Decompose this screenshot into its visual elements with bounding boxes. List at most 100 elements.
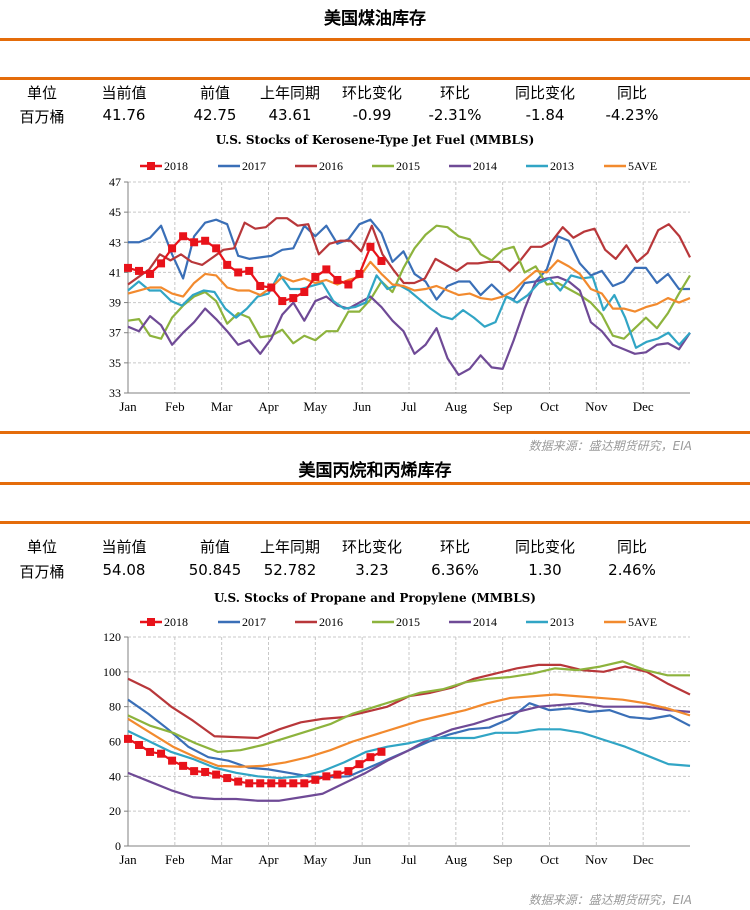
data-point-2018 <box>300 779 309 788</box>
x-tick-label: Dec <box>633 852 654 867</box>
series-line-2015 <box>127 224 691 345</box>
header-cell: 前值 <box>199 84 230 102</box>
legend-label-2016: 2016 <box>319 159 343 173</box>
data-point-2018 <box>344 280 353 289</box>
data-point-2018 <box>234 268 243 277</box>
data-point-2018 <box>289 294 298 303</box>
legend-label-2016: 2016 <box>319 615 343 629</box>
x-tick-label: Jul <box>401 852 417 867</box>
value-cell: -2.31% <box>428 106 482 124</box>
data-point-2018 <box>135 266 144 275</box>
x-tick-label: Feb <box>165 852 185 867</box>
x-tick-label: Sep <box>493 399 513 414</box>
x-tick-label: Jun <box>353 399 372 414</box>
value-cell: 百万桶 <box>19 108 65 126</box>
data-point-2018 <box>146 269 155 278</box>
header-cell: 环比变化 <box>341 538 402 556</box>
data-point-2018 <box>355 269 364 278</box>
value-cell: 41.76 <box>102 106 146 124</box>
x-tick-label: Jun <box>353 852 372 867</box>
data-point-2018 <box>333 275 342 284</box>
header-cell: 上年同期 <box>259 84 320 102</box>
y-tick-label: 40 <box>109 769 121 783</box>
data-point-2018 <box>245 266 254 275</box>
value-cell: 52.782 <box>263 561 317 579</box>
data-point-2018 <box>377 747 386 756</box>
y-tick-label: 45 <box>109 205 121 219</box>
value-cell: 1.30 <box>528 561 562 579</box>
legend-label-5AVE: 5AVE <box>628 615 657 629</box>
divider <box>0 431 750 434</box>
x-tick-label: Oct <box>540 852 559 867</box>
header-cell: 环比变化 <box>341 84 402 102</box>
source-note: 数据来源：盛达期货研究，EIA <box>528 893 692 907</box>
x-tick-label: Jan <box>119 399 137 414</box>
header-cell: 环比 <box>439 538 470 556</box>
data-point-2018 <box>366 753 375 762</box>
series-line-2014 <box>127 702 691 802</box>
x-tick-label: Apr <box>258 852 279 867</box>
x-tick-label: Mar <box>211 852 233 867</box>
data-point-2018 <box>190 767 199 776</box>
header-cell: 上年同期 <box>259 538 320 556</box>
series-line-2017 <box>128 218 690 301</box>
legend-label-2014: 2014 <box>473 159 497 173</box>
value-cell: 3.23 <box>355 561 389 579</box>
data-point-2018 <box>124 734 132 743</box>
header-cell: 前值 <box>199 538 230 556</box>
header-cell: 环比 <box>439 84 470 102</box>
legend-label-2018: 2018 <box>164 615 188 629</box>
stats-value-row-kerosene: 百万桶 41.76 42.75 43.61 -0.99 -2.31% -1.84… <box>0 106 750 128</box>
x-tick-label: Apr <box>258 399 279 414</box>
y-tick-label: 43 <box>109 235 121 249</box>
x-tick-label: Jan <box>119 852 137 867</box>
stats-value-row-propane: 百万桶 54.08 50.845 52.782 3.23 6.36% 1.30 … <box>0 561 750 583</box>
data-point-2018 <box>245 779 254 788</box>
series-line-5AVE <box>127 259 691 313</box>
data-point-2018 <box>267 779 276 788</box>
divider <box>0 482 750 485</box>
legend-label-2015: 2015 <box>396 159 420 173</box>
legend-label-2013: 2013 <box>550 615 574 629</box>
value-cell: -0.99 <box>352 106 392 124</box>
header-cell: 单位 <box>26 538 57 556</box>
legend-label-2018: 2018 <box>164 159 188 173</box>
data-point-2018 <box>289 779 298 788</box>
y-tick-label: 20 <box>109 804 121 818</box>
y-tick-label: 120 <box>103 630 121 644</box>
x-tick-label: Nov <box>585 399 608 414</box>
y-tick-label: 37 <box>109 326 121 340</box>
data-point-2018 <box>344 767 353 776</box>
data-point-2018 <box>157 749 166 758</box>
data-point-2018 <box>223 774 232 783</box>
data-point-2018 <box>124 263 132 272</box>
data-point-2018 <box>322 772 331 781</box>
data-point-2018 <box>311 775 320 784</box>
data-point-2018 <box>377 256 386 265</box>
x-tick-label: Mar <box>211 399 233 414</box>
legend-label-5AVE: 5AVE <box>628 159 657 173</box>
section-title-propane: 美国丙烷和丙烯库存 <box>298 461 452 481</box>
data-point-2018 <box>333 770 342 779</box>
data-point-2018 <box>146 747 155 756</box>
x-tick-label: Feb <box>165 399 185 414</box>
series-line-2013 <box>127 728 691 780</box>
data-point-2018 <box>223 260 232 269</box>
data-point-2018 <box>157 259 166 268</box>
header-cell: 同比 <box>616 538 647 556</box>
data-point-2018 <box>168 244 177 253</box>
value-cell: 54.08 <box>102 561 146 579</box>
header-cell: 同比变化 <box>514 84 575 102</box>
source-note: 数据来源：盛达期货研究，EIA <box>528 439 692 453</box>
y-tick-label: 100 <box>103 665 121 679</box>
kerosene-chart: 2018 2017 2016 2015 2014 2013 5AVE 33 35 37 39 41 43… <box>109 159 691 414</box>
data-point-2018 <box>278 297 287 306</box>
chart-title: U.S. Stocks of Propane and Propylene (MM… <box>214 591 536 605</box>
legend-label-2013: 2013 <box>550 159 574 173</box>
series-line-2015 <box>127 660 690 754</box>
y-tick-label: 80 <box>109 700 121 714</box>
header-cell: 当前值 <box>101 538 147 556</box>
y-tick-label: 41 <box>109 265 121 279</box>
data-point-2018 <box>322 265 331 274</box>
value-cell: 百万桶 <box>19 563 65 581</box>
